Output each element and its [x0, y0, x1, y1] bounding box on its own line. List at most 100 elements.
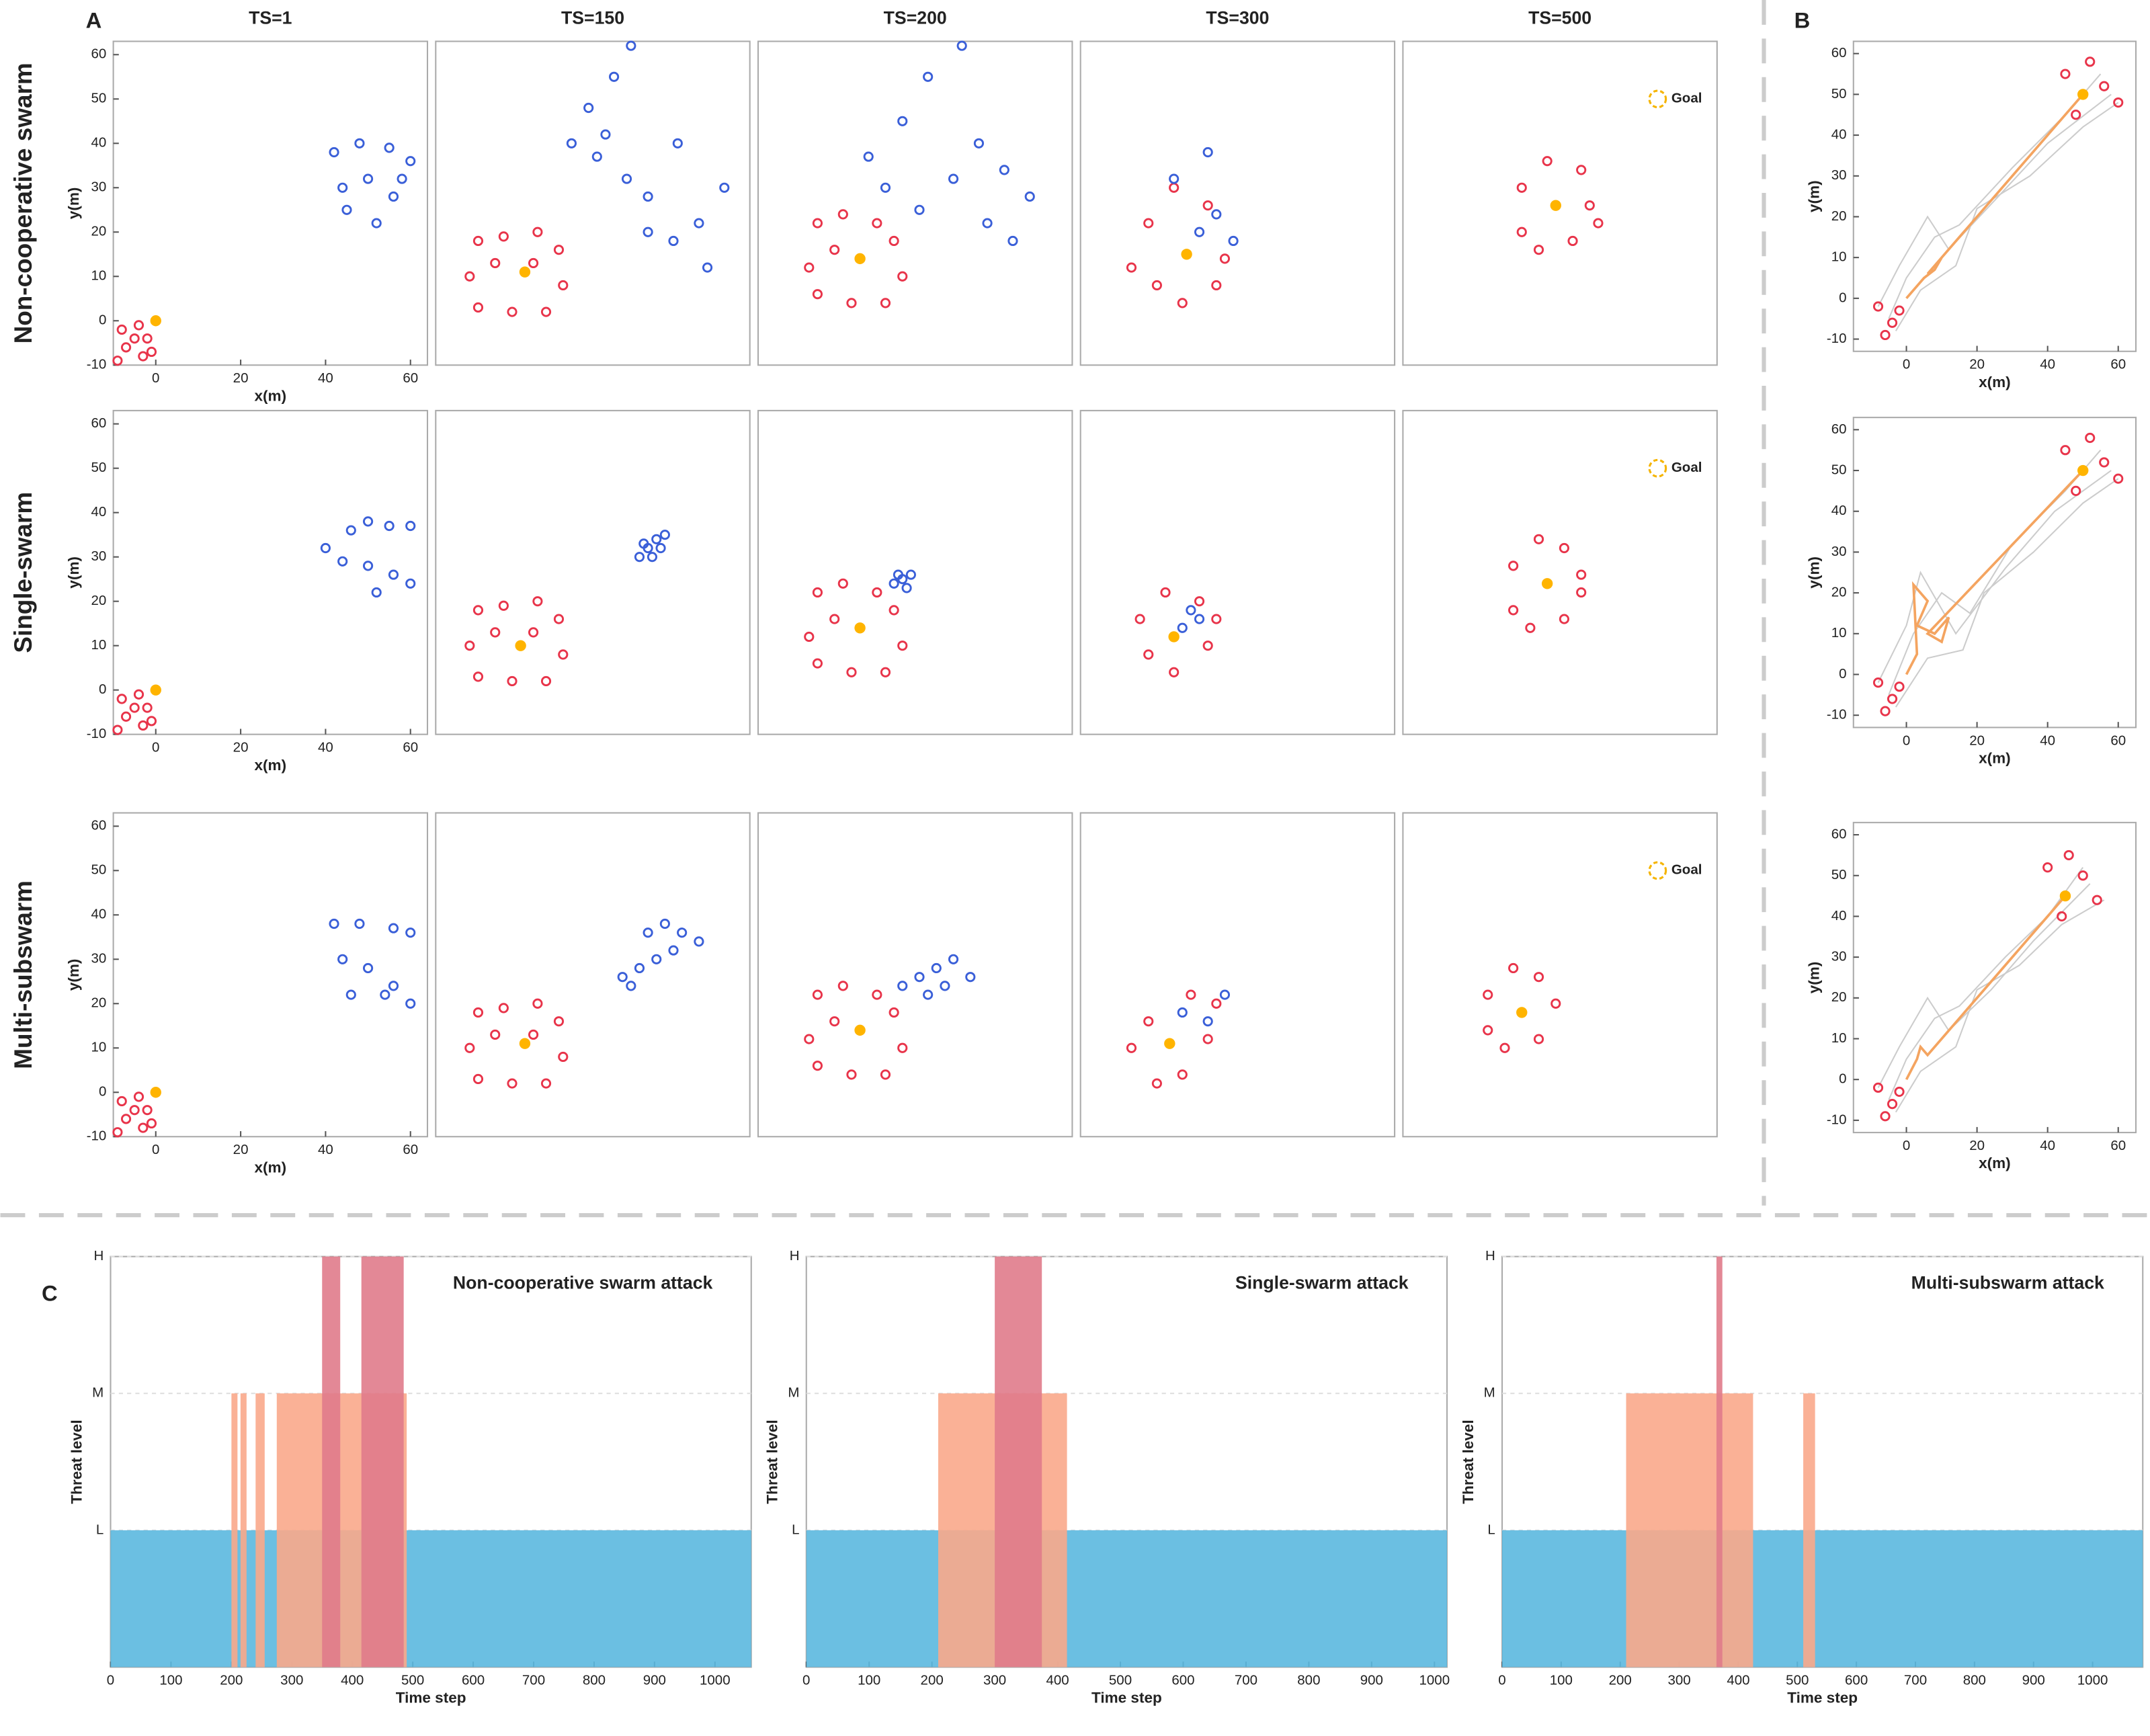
- panel-label: C: [42, 1281, 58, 1306]
- defender: [146, 716, 157, 727]
- x-tick-label: 60: [2110, 1138, 2126, 1153]
- attacker: [600, 129, 611, 140]
- y-axis-label: Threat level: [764, 1419, 781, 1503]
- row-label: Single-swarm: [9, 492, 37, 653]
- y-tick-label: 30: [1831, 167, 1847, 183]
- swarm-center: [150, 315, 161, 327]
- defender: [1593, 218, 1604, 229]
- x-tick-label: 900: [2022, 1672, 2045, 1688]
- trajectory: [1895, 478, 2119, 708]
- y-tick-label: 10: [1831, 625, 1847, 640]
- swarm-center: [1164, 1038, 1175, 1049]
- y-tick-label: 30: [91, 951, 107, 966]
- y-tick-label: 50: [91, 460, 107, 475]
- y-tick-label: 50: [1831, 462, 1847, 477]
- x-axis-label: x(m): [1979, 750, 2011, 767]
- defender: [1508, 561, 1519, 571]
- defender: [1525, 622, 1536, 633]
- attacker: [923, 989, 934, 1000]
- attacker: [1211, 209, 1222, 220]
- swarm-center: [2077, 89, 2089, 100]
- defender: [2085, 56, 2096, 67]
- attacker: [999, 165, 1009, 175]
- y-tick-label: -10: [1827, 331, 1847, 346]
- y-tick-label: 20: [91, 224, 107, 239]
- defender: [1160, 587, 1171, 598]
- defender: [1584, 200, 1595, 211]
- center-path: [1905, 93, 2084, 300]
- swarm-center: [1541, 578, 1553, 589]
- x-tick-label: 600: [1845, 1672, 1868, 1688]
- x-tick-label: 800: [583, 1672, 606, 1688]
- column-title: TS=150: [561, 8, 624, 28]
- plot-frame: [112, 40, 429, 366]
- column-title: TS=200: [884, 8, 947, 28]
- x-tick-label: 100: [159, 1672, 182, 1688]
- y-tick-label: L: [1487, 1522, 1495, 1537]
- goal-label: Goal: [1671, 91, 1702, 106]
- defender: [1872, 1082, 1884, 1093]
- y-tick-label: H: [790, 1248, 800, 1264]
- attacker: [362, 173, 374, 184]
- x-tick-label: 40: [318, 1142, 333, 1157]
- y-axis-label: y(m): [1805, 962, 1822, 994]
- attacker: [388, 191, 399, 202]
- x-tick-label: 700: [522, 1672, 545, 1688]
- attacker: [659, 530, 670, 540]
- threat-segment: [1502, 1530, 2143, 1667]
- y-tick-label: 10: [1831, 249, 1847, 265]
- attacker: [566, 138, 577, 149]
- attacker: [384, 520, 395, 532]
- defender: [1143, 218, 1154, 229]
- x-axis-label: x(m): [254, 387, 286, 404]
- defender: [812, 989, 823, 1000]
- defender: [1219, 253, 1231, 264]
- chart-title: Multi-subswarm attack: [1911, 1273, 2104, 1293]
- x-tick-label: 700: [1235, 1672, 1257, 1688]
- x-tick-label: 40: [2040, 357, 2055, 372]
- defender: [116, 1096, 127, 1107]
- defender: [1559, 542, 1570, 554]
- x-tick-label: 20: [1969, 357, 1985, 372]
- x-tick-label: 0: [152, 370, 159, 386]
- attacker: [371, 218, 382, 229]
- y-tick-label: M: [92, 1385, 104, 1401]
- attacker: [405, 998, 416, 1009]
- attacker: [634, 552, 645, 563]
- x-tick-label: 600: [462, 1672, 485, 1688]
- y-tick-label: 40: [91, 504, 107, 520]
- defender: [558, 649, 569, 660]
- defender: [498, 600, 509, 611]
- goal-marker: [1648, 861, 1667, 880]
- defender: [116, 694, 127, 704]
- x-tick-label: 0: [107, 1672, 114, 1688]
- defender: [2071, 485, 2081, 496]
- y-axis-label: y(m): [1805, 180, 1822, 212]
- chart-title: Non-cooperative swarm attack: [453, 1273, 713, 1293]
- defender: [829, 1016, 840, 1027]
- x-tick-label: 300: [280, 1672, 303, 1688]
- y-tick-label: 20: [91, 995, 107, 1011]
- attacker: [1177, 622, 1188, 633]
- swarm-center: [150, 1087, 161, 1098]
- attacker: [354, 138, 365, 149]
- attacker: [905, 569, 916, 580]
- defender: [1551, 998, 1561, 1009]
- x-tick-label: 60: [403, 740, 418, 755]
- y-tick-label: 50: [91, 91, 107, 106]
- attacker: [405, 927, 416, 938]
- attacker: [651, 954, 662, 964]
- x-tick-label: 1000: [1419, 1672, 1450, 1688]
- column-title: TS=1: [249, 8, 292, 28]
- attacker: [362, 962, 374, 974]
- attacker: [651, 534, 662, 544]
- goal-label: Goal: [1671, 460, 1702, 475]
- defender: [129, 702, 140, 713]
- attacker: [380, 989, 390, 1000]
- defender: [532, 226, 543, 237]
- attacker: [329, 918, 339, 929]
- defender: [1202, 640, 1213, 651]
- attacker: [643, 927, 653, 938]
- plot-frame: [435, 40, 751, 366]
- attacker: [583, 102, 594, 114]
